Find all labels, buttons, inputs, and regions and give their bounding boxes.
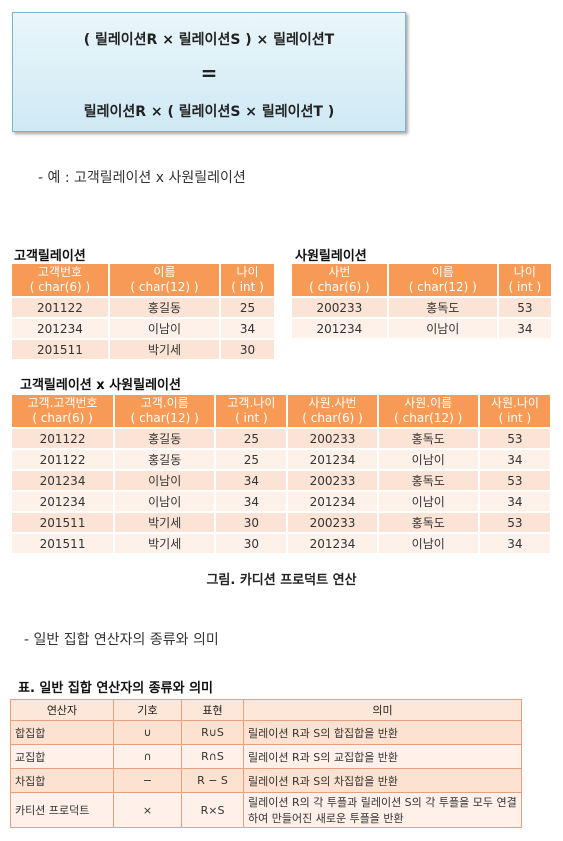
customer-header-1: 이름( char(12) ) xyxy=(107,264,220,296)
formula-line-1: ( 릴레이션R × 릴레이션S ) × 릴레이션T xyxy=(83,32,335,48)
formula-box: ( 릴레이션R × 릴레이션S ) × 릴레이션T = 릴레이션R × ( 릴레… xyxy=(12,12,406,132)
product-table: 고객.고객번호( char(6) ) 고객.이름( char(12) ) 고객.… xyxy=(12,393,550,555)
customer-table-title: 고객릴레이션 xyxy=(14,249,86,264)
product-table-title: 고객릴레이션 x 사원릴레이션 xyxy=(20,378,181,393)
employee-header-0: 사번( char(6) ) xyxy=(292,264,387,296)
employee-table-title: 사원릴레이션 xyxy=(295,249,367,264)
table-row: 201511 박기세 30 200233 홍독도 53 xyxy=(12,513,550,532)
example-note: - 예 : 고객릴레이션 x 사원릴레이션 xyxy=(38,170,246,186)
set-operator-header-1: 기호 xyxy=(113,699,182,721)
table-row: 201234 이남이 34 201234 이남이 34 xyxy=(12,492,550,511)
product-header-5: 사원.나이( int ) xyxy=(477,395,550,427)
customer-header-2: 나이( int ) xyxy=(219,264,274,296)
product-header-3: 사원.사번( char(6) ) xyxy=(286,395,377,427)
employee-table: 사번( char(6) ) 이름( char(12) ) 나이( int ) 2… xyxy=(292,262,551,340)
table-row: 카티션 프로덕트 × R×S 릴레이션 R의 각 투플과 릴레이션 S의 각 투플을 … xyxy=(10,792,522,828)
product-header-4: 사원.이름( char(12) ) xyxy=(376,395,478,427)
employee-header-row: 사번( char(6) ) 이름( char(12) ) 나이( int ) xyxy=(292,264,551,296)
product-header-2: 고객.나이( int ) xyxy=(214,395,287,427)
table-row: 합집합 ∪ R∪S 릴레이션 R과 S의 합집합을 반환 xyxy=(10,720,522,745)
product-header-0: 고객.고객번호( char(6) ) xyxy=(12,395,114,427)
table4-title: 표. 일반 집합 연산자의 종류와 의미 xyxy=(18,681,214,696)
set-operator-header-2: 표현 xyxy=(181,699,244,721)
figure-caption: 그림. 카디션 프로덕트 연산 xyxy=(206,573,357,588)
table-row: 교집합 ∩ R∩S 릴레이션 R과 S의 교집합을 반환 xyxy=(10,744,522,769)
table-row: 201122 홍길동 25 xyxy=(12,298,274,317)
employee-header-2: 나이( int ) xyxy=(496,264,551,296)
table-row: 201234 이남이 34 xyxy=(12,319,274,338)
set-operator-header-3: 의미 xyxy=(243,699,522,721)
table-row: 201511 박기세 30 201234 이남이 34 xyxy=(12,534,550,553)
table-row: 200233 홍독도 53 xyxy=(292,298,551,317)
set-operator-header-0: 연산자 xyxy=(10,699,114,721)
formula-equals: = xyxy=(200,61,218,85)
table-row: 201234 이남이 34 xyxy=(292,319,551,338)
customer-header-row: 고객번호( char(6) ) 이름( char(12) ) 나이( int ) xyxy=(12,264,274,296)
table-row: 차집합 − R − S 릴레이션 R과 S의 차집합을 반환 xyxy=(10,768,522,793)
product-header-1: 고객.이름( char(12) ) xyxy=(113,395,215,427)
set-operator-note: - 일반 집합 연산자의 종류와 의미 xyxy=(24,632,219,648)
table-row: 201122 홍길동 25 200233 홍독도 53 xyxy=(12,429,550,448)
table-row: 201511 박기세 30 xyxy=(12,340,274,359)
customer-table: 고객번호( char(6) ) 이름( char(12) ) 나이( int )… xyxy=(12,262,274,361)
table-row: 201234 이남이 34 200233 홍독도 53 xyxy=(12,471,550,490)
product-header-row: 고객.고객번호( char(6) ) 고객.이름( char(12) ) 고객.… xyxy=(12,395,550,427)
table-row: 201122 홍길동 25 201234 이남이 34 xyxy=(12,450,550,469)
set-operator-table: 연산자 기호 표현 의미 합집합 ∪ R∪S 릴레이션 R과 S의 합집합을 반환 교… xyxy=(10,699,522,828)
employee-header-1: 이름( char(12) ) xyxy=(386,264,497,296)
formula-line-3: 릴레이션R × ( 릴레이션S × 릴레이션T ) xyxy=(83,104,335,120)
customer-header-0: 고객번호( char(6) ) xyxy=(12,264,108,296)
set-operator-header-row: 연산자 기호 표현 의미 xyxy=(10,699,522,721)
